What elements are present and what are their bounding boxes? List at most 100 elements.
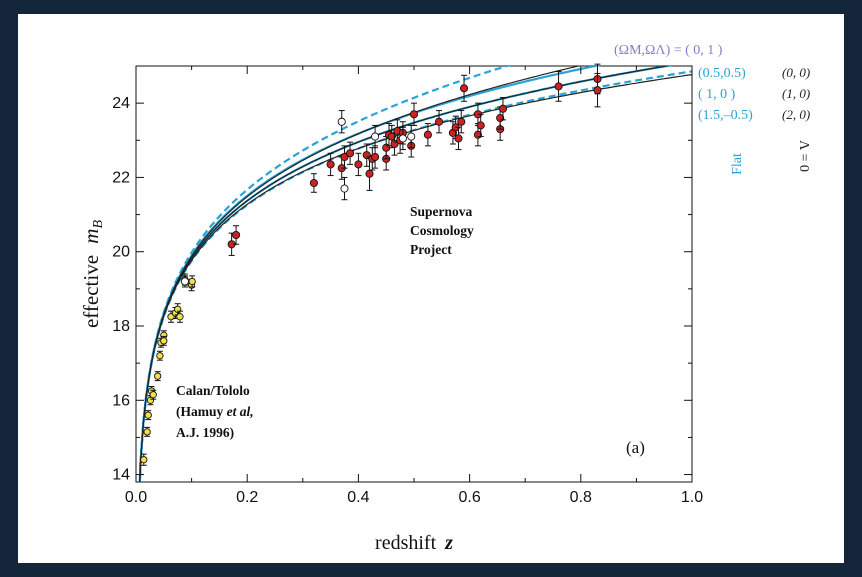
point-marker [423,130,432,139]
data-point-yellow [174,303,182,316]
point-marker [354,160,363,169]
point-marker [309,178,318,188]
data-point-red [593,72,602,108]
legend-flat-label: Flat [730,153,745,175]
data-point-yellow [144,410,152,421]
data-point-yellow [154,371,162,382]
hubble-diagram-chart: 0.0 0.2 0.4 0.6 0.8 1.0 14 16 18 20 22 24 redshift … [79,43,811,554]
data-point-open [340,176,349,201]
point-marker [409,110,419,119]
data-point-red [340,145,349,169]
point-marker [337,117,346,126]
point-marker [371,132,380,141]
x-tick-label: 0.0 [125,489,147,506]
point-marker [498,104,508,113]
data-point-yellow [156,350,164,361]
point-marker [144,411,152,419]
legend-flat-entry-2: ( 1, 0 ) [698,87,736,102]
curve-flat [138,70,692,482]
point-marker [232,230,241,240]
x-tick-label: 1.0 [681,489,703,506]
point-marker [365,169,374,178]
scp-line-1: Supernova [410,204,473,219]
panel-label: (a) [626,438,645,457]
data-point-yellow [160,335,168,346]
calan-line-2: (Hamuy et al, [176,404,254,419]
data-point-red [227,232,236,256]
y-tick-label: 18 [112,318,130,335]
point-marker [346,149,355,158]
legend-flat-entry-1: (0.5,0.5) [698,66,746,81]
point-marker [176,313,184,321]
point-marker [188,277,196,286]
point-marker [143,428,151,436]
legend-lambda0-entry-1: (0, 0) [782,65,810,80]
scp-line-2: Cosmology [410,223,474,238]
scp-annotation: Supernova Cosmology Project [410,204,474,257]
curve-lambda0 [139,73,692,482]
x-axis-label: redshift z [375,532,453,554]
data-point-open [398,126,407,151]
calan-annotation: Calan/Tololo (Hamuy et al, A.J. 1996) [176,383,254,440]
x-tick-label: 0.4 [347,489,369,506]
data-point-open [337,110,346,134]
point-marker [476,121,485,130]
curve-flat [138,66,674,482]
legend-lambda0-label: Λ = 0 [796,140,811,172]
y-tick-label: 22 [112,169,130,186]
point-marker [160,337,168,345]
point-marker [340,152,349,162]
data-point-red [354,152,363,177]
data-point-yellow [140,453,148,466]
data-point-red [232,225,241,245]
y-axis-label: effective mB [79,220,106,328]
point-marker [326,160,335,169]
data-point-red [309,173,318,193]
point-marker [156,352,164,360]
cosmology-curves [138,66,692,482]
figure-frame: 0.0 0.2 0.4 0.6 0.8 1.0 14 16 18 20 22 24 redshift … [18,14,844,563]
data-point-red [434,110,444,134]
plot-area-frame [135,65,693,483]
data-point-red [362,143,371,167]
data-point-open [180,275,189,288]
x-tick-label: 0.6 [458,489,480,506]
point-marker [459,84,469,93]
data-point-red [476,113,485,138]
legend-flat-entry-3: (1.5,–0.5) [698,108,753,123]
data-point-red [498,97,508,121]
data-points [140,63,602,466]
x-tick-label: 0.8 [570,489,592,506]
data-point-yellow [143,426,151,437]
point-marker [154,372,162,380]
data-point-yellow [149,389,157,400]
point-marker [371,152,380,162]
legend-header: (ΩM,ΩΛ) = ( 0, 1 ) [614,43,723,58]
data-point-red [423,123,432,147]
point-marker [398,134,407,143]
y-tick-label: 20 [112,244,130,261]
point-marker [149,391,157,399]
data-point-red [454,126,463,151]
curve-lambda0 [139,66,670,482]
data-point-red [459,74,469,102]
data-point-red [326,152,335,177]
data-point-open [407,124,416,149]
point-marker [554,82,563,91]
y-tick-label: 24 [112,95,130,112]
y-tick-label: 14 [112,467,130,484]
calan-line-1: Calan/Tololo [176,383,250,398]
data-point-open [371,124,380,149]
point-marker [454,134,463,143]
point-marker [340,184,349,193]
legend-lambda0-entry-3: (2, 0) [782,107,810,122]
scp-line-3: Project [410,242,452,257]
axis-ticks: 0.0 0.2 0.4 0.6 0.8 1.0 14 16 18 20 22 24 [112,65,703,506]
calan-line-3: A.J. 1996) [176,425,234,440]
y-tick-label: 16 [112,392,130,409]
data-point-red [346,141,355,165]
data-point-red [554,71,563,102]
point-marker [140,456,148,464]
data-point-red [457,110,466,134]
point-marker [180,277,189,286]
